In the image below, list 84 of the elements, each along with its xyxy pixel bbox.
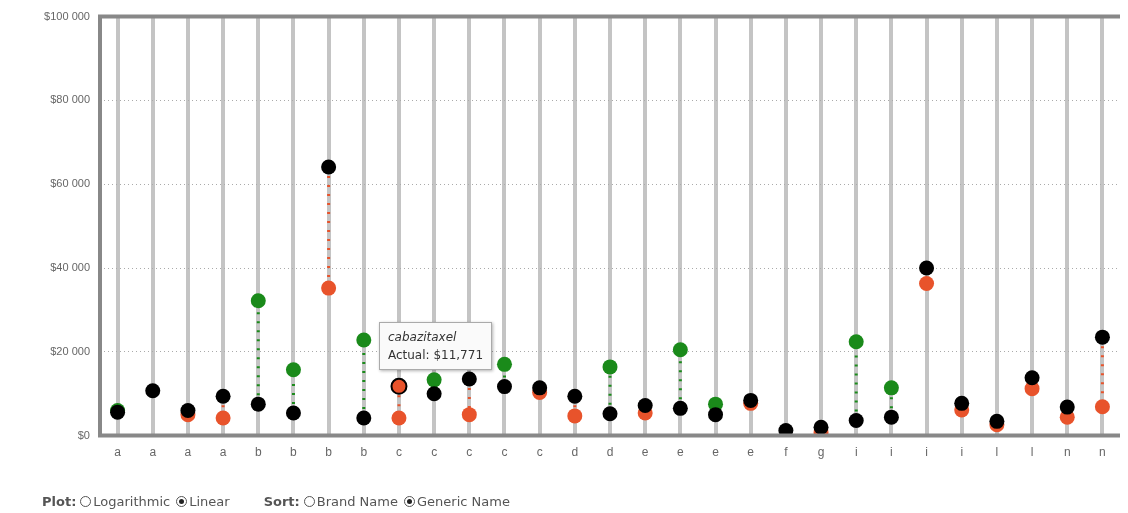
point	[1094, 329, 1110, 345]
x-tick-label: g	[817, 445, 825, 460]
text: Brand Name	[316, 494, 398, 509]
text: Linear	[189, 494, 230, 509]
x-tick-label: i	[960, 445, 964, 460]
point	[1059, 399, 1075, 415]
point	[496, 379, 512, 395]
x-tick-label: c	[395, 445, 402, 460]
x-tick-label: e	[641, 445, 649, 460]
x-tick-label: i	[925, 445, 928, 460]
point	[496, 356, 512, 372]
point	[391, 410, 407, 426]
x-tick-label: i	[890, 445, 893, 460]
point	[426, 372, 442, 388]
point	[778, 423, 794, 436]
point	[250, 396, 266, 412]
text: Logarithmic	[93, 494, 171, 509]
point	[919, 260, 935, 276]
x-tick-label: c	[431, 445, 438, 460]
point	[1094, 399, 1110, 415]
point	[356, 410, 372, 426]
point	[215, 388, 231, 404]
x-tick-label: d	[571, 445, 579, 460]
x-tick-label: b	[360, 445, 368, 460]
x-tick-label: c	[466, 445, 473, 460]
annotation: cabazitaxel Actual: $11,771	[387, 329, 484, 365]
x-tick-label: n	[1063, 445, 1071, 460]
x-tick-label: l	[1030, 445, 1034, 460]
point	[215, 410, 231, 426]
point	[954, 395, 970, 411]
x-tick-label: n	[1099, 445, 1106, 460]
point	[848, 334, 864, 350]
y-tick-label: $0	[77, 428, 90, 441]
x-tick-label: c	[536, 445, 543, 460]
point	[567, 408, 583, 424]
point	[602, 359, 618, 375]
point	[919, 276, 935, 291]
x-tick-label: b	[325, 445, 333, 460]
point	[461, 371, 477, 387]
point	[285, 362, 301, 378]
x-tick-label: c	[501, 445, 508, 460]
point	[883, 409, 899, 425]
x-tick-label: e	[747, 445, 755, 460]
point	[426, 386, 442, 402]
text: Plot:	[42, 494, 77, 509]
x-tick-label: a	[219, 445, 227, 460]
y-tick-label: $80 000	[50, 93, 90, 106]
x-tick-label: f	[784, 445, 789, 460]
y-tick-label: $40 000	[50, 261, 90, 274]
y-tick-label: $20 000	[50, 344, 90, 357]
point	[672, 342, 688, 358]
x-tick-label: i	[854, 445, 858, 460]
x-tick-label: a	[184, 445, 192, 460]
point	[602, 406, 618, 422]
x-tick-label: b	[254, 445, 262, 460]
point	[285, 405, 301, 421]
point	[708, 407, 724, 423]
point	[567, 388, 583, 404]
point	[321, 159, 337, 175]
point	[813, 419, 829, 435]
text: Sort:	[263, 494, 300, 509]
point	[145, 383, 161, 399]
point	[356, 332, 372, 348]
x-tick-label: d	[606, 445, 614, 460]
text: Generic Name	[416, 494, 510, 509]
point	[461, 407, 477, 423]
y-tick-label: $100 000	[44, 9, 90, 22]
x-tick-label: e	[677, 445, 684, 460]
x-tick-label: l	[995, 445, 999, 460]
point	[883, 380, 899, 396]
x-tick-label: a	[149, 445, 157, 460]
point	[637, 397, 653, 413]
x-tick-label: e	[712, 445, 720, 460]
point	[989, 413, 1005, 429]
point	[532, 380, 548, 396]
point	[1024, 370, 1040, 386]
x-tick-label: a	[114, 445, 122, 460]
point	[250, 293, 266, 309]
point	[672, 400, 688, 416]
x-tick-label: b	[290, 445, 298, 460]
point	[848, 413, 864, 429]
point	[180, 402, 196, 418]
point	[321, 280, 337, 296]
y-tick-label: $60 000	[50, 177, 90, 190]
